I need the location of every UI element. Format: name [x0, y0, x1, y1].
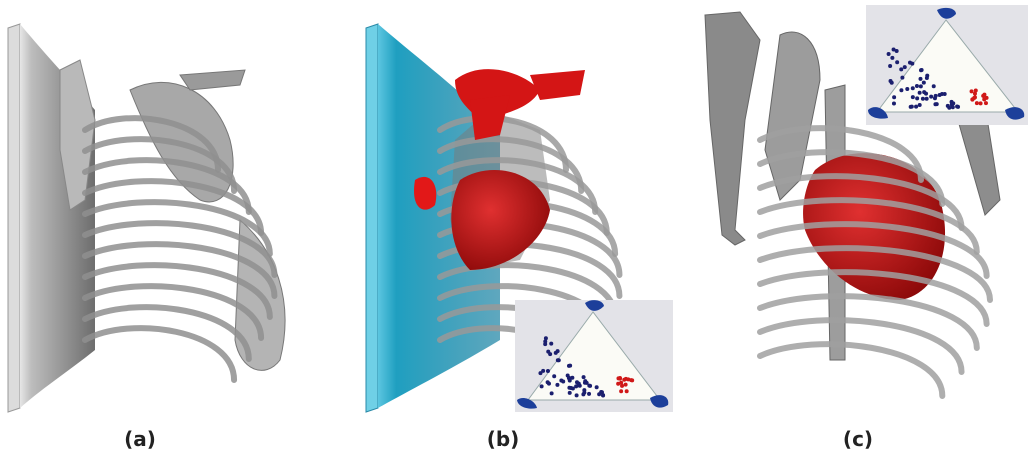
- point: [919, 77, 923, 81]
- point: [559, 379, 563, 383]
- point: [625, 389, 629, 393]
- panel-label: (a): [124, 427, 156, 451]
- point: [587, 392, 591, 396]
- point: [626, 377, 630, 381]
- point: [582, 375, 586, 379]
- point: [920, 68, 924, 72]
- point: [597, 392, 601, 396]
- point: [577, 382, 581, 386]
- inset-c: [866, 5, 1028, 125]
- point: [549, 342, 553, 346]
- point: [905, 87, 909, 91]
- heart: [451, 170, 550, 270]
- point: [935, 102, 939, 106]
- point: [984, 101, 988, 105]
- point: [887, 52, 891, 56]
- point: [568, 391, 572, 395]
- point: [546, 350, 550, 354]
- point: [921, 97, 925, 101]
- point: [624, 383, 628, 387]
- point: [908, 61, 912, 65]
- point: [892, 95, 896, 99]
- point: [919, 84, 923, 88]
- point: [550, 391, 554, 395]
- point: [982, 97, 986, 101]
- red-region: [530, 70, 585, 100]
- point: [895, 60, 899, 64]
- point: [951, 105, 955, 109]
- point: [889, 79, 893, 83]
- point: [955, 104, 959, 108]
- point: [568, 379, 572, 383]
- point: [982, 93, 986, 97]
- point: [585, 381, 589, 385]
- point: [915, 96, 919, 100]
- point: [979, 101, 983, 105]
- point: [918, 91, 922, 95]
- point: [899, 67, 903, 71]
- point: [940, 92, 944, 96]
- point: [538, 371, 542, 375]
- point: [974, 89, 978, 93]
- point: [975, 101, 979, 105]
- point: [929, 95, 933, 99]
- point: [888, 64, 892, 68]
- point: [892, 101, 896, 105]
- slab-edge: [366, 24, 378, 412]
- point: [890, 56, 894, 60]
- point: [970, 89, 974, 93]
- arm-bone: [705, 12, 760, 245]
- clavicle: [180, 70, 245, 90]
- rib: [760, 344, 942, 396]
- point: [903, 65, 907, 69]
- point: [618, 376, 622, 380]
- point: [540, 384, 544, 388]
- point: [552, 374, 556, 378]
- point: [947, 106, 951, 110]
- point: [922, 90, 926, 94]
- point: [932, 84, 936, 88]
- point: [575, 393, 579, 397]
- point: [911, 86, 915, 90]
- point: [918, 103, 922, 107]
- point: [595, 385, 599, 389]
- point: [925, 74, 929, 78]
- point: [895, 49, 899, 53]
- point: [547, 382, 551, 386]
- point: [619, 389, 623, 393]
- point: [582, 388, 586, 392]
- point: [950, 102, 954, 106]
- slab-edge: [8, 24, 20, 412]
- point: [556, 358, 560, 362]
- point: [899, 88, 903, 92]
- point: [622, 378, 626, 382]
- point: [556, 349, 560, 353]
- point: [569, 386, 573, 390]
- point: [911, 95, 915, 99]
- point: [914, 105, 918, 109]
- point: [933, 96, 937, 100]
- point: [922, 81, 926, 85]
- figure: (a) (b) (c): [0, 0, 1028, 456]
- inset-b: [515, 300, 673, 412]
- panel-label: (c): [843, 427, 873, 451]
- point: [915, 84, 919, 88]
- point: [619, 381, 623, 385]
- point: [544, 336, 548, 340]
- point: [555, 383, 559, 387]
- point: [568, 364, 572, 368]
- point: [970, 97, 974, 101]
- panel-label: (b): [487, 427, 520, 451]
- point: [546, 369, 550, 373]
- rib: [85, 328, 234, 380]
- point: [900, 76, 904, 80]
- point: [910, 105, 914, 109]
- point: [925, 97, 929, 101]
